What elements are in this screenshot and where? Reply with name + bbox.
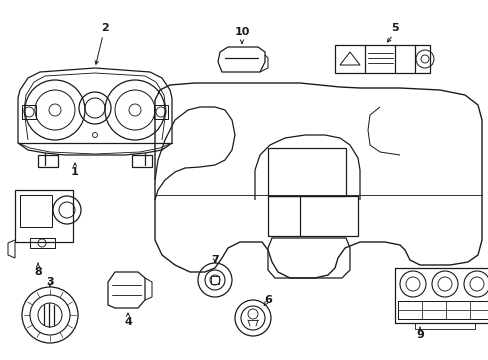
Bar (22, 105, 36, 119)
Bar (15, 190, 73, 242)
Bar (334, 45, 429, 73)
Bar (267, 148, 346, 196)
Text: 2: 2 (101, 23, 109, 33)
Text: 9: 9 (415, 330, 423, 340)
Text: 4: 4 (124, 317, 132, 327)
Bar (132, 155, 152, 167)
Text: 5: 5 (390, 23, 398, 33)
Bar (397, 301, 488, 319)
Bar (267, 196, 357, 236)
Bar (414, 323, 474, 329)
Text: 6: 6 (264, 295, 271, 305)
Bar (394, 268, 488, 323)
Bar (210, 276, 219, 284)
Text: 1: 1 (71, 167, 79, 177)
Bar (154, 105, 168, 119)
Bar (30, 238, 55, 248)
Text: 8: 8 (34, 267, 42, 277)
Text: 10: 10 (234, 27, 249, 37)
Text: 7: 7 (211, 255, 219, 265)
Text: 3: 3 (46, 277, 54, 287)
Bar (38, 155, 58, 167)
Bar (20, 195, 52, 227)
